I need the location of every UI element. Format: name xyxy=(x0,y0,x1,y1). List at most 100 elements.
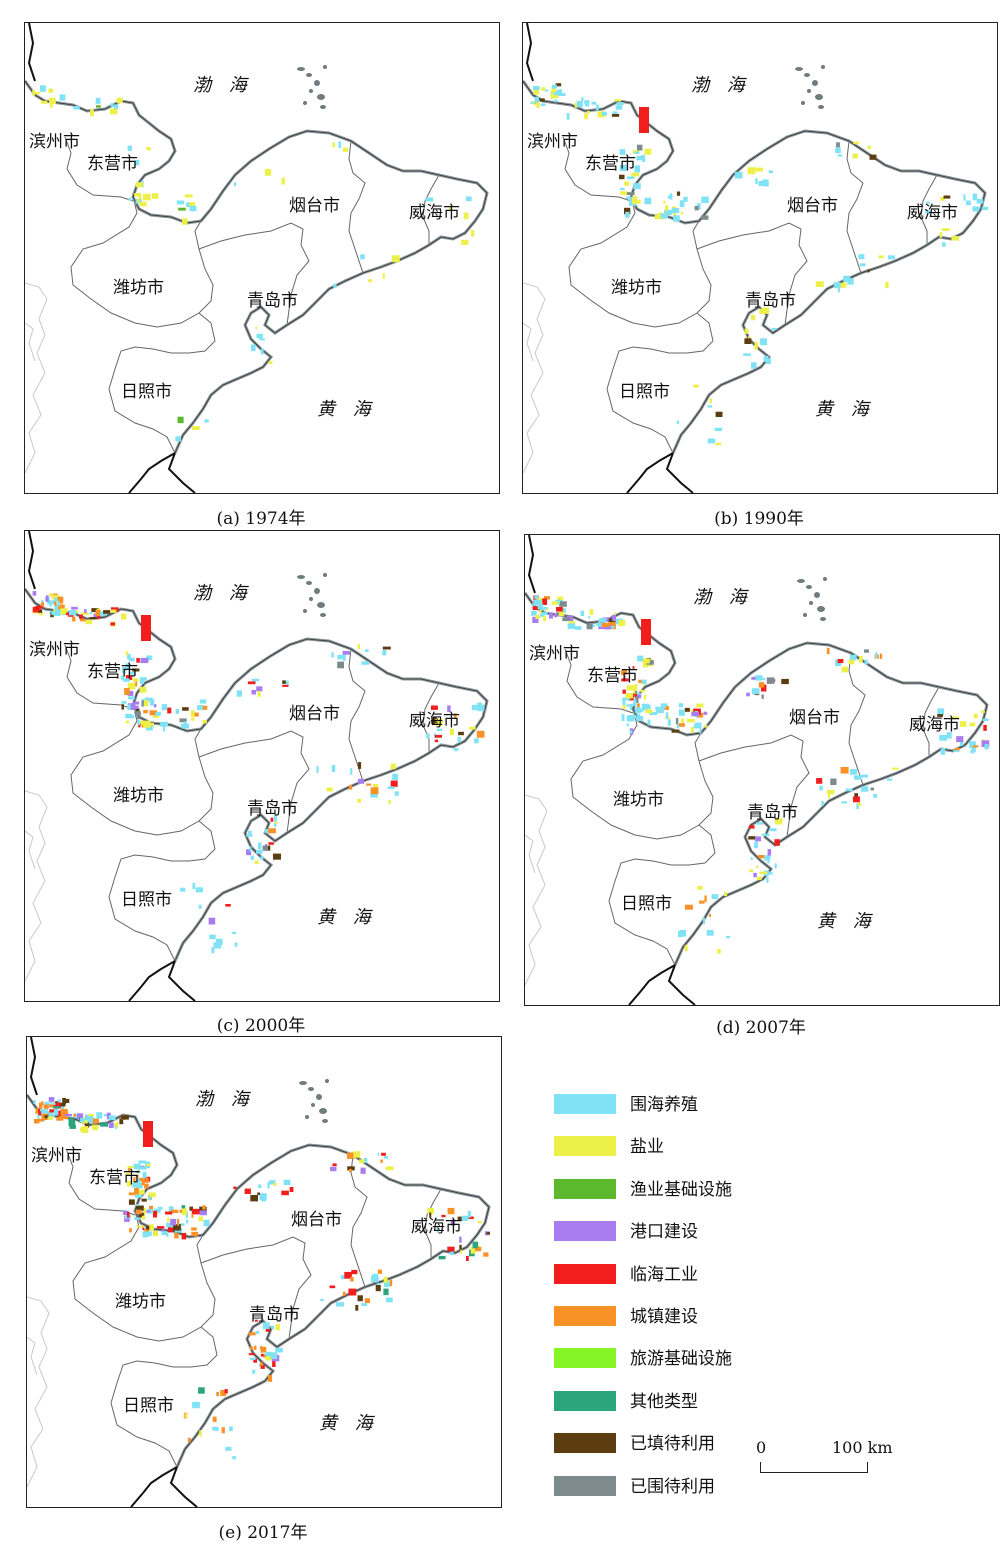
reclamation-patch xyxy=(137,1178,141,1184)
reclamation-patch xyxy=(348,1168,352,1173)
reclamation-patch xyxy=(128,657,135,662)
reclamation-patch xyxy=(40,602,44,607)
reclamation-patch xyxy=(158,1206,163,1210)
sea-label-huanghai: 黄 海 xyxy=(815,399,875,420)
reclamation-patch xyxy=(533,86,540,90)
island xyxy=(297,575,305,579)
reclamation-patch xyxy=(634,684,638,691)
island xyxy=(303,609,307,613)
reclamation-patch xyxy=(144,1183,149,1189)
legend-swatch xyxy=(554,1263,616,1284)
reclamation-patch xyxy=(255,326,258,329)
reclamation-patch xyxy=(457,1216,465,1221)
reclamation-patch xyxy=(45,1111,53,1118)
neighbor-border xyxy=(523,322,534,362)
city-label-binzhou: 滨州市 xyxy=(29,132,80,152)
reclamation-patch xyxy=(541,87,546,91)
reclamation-patch xyxy=(268,828,276,834)
city-label-rizhao: 日照市 xyxy=(621,894,672,914)
reclamation-patch xyxy=(139,201,147,207)
reclamation-patch xyxy=(671,207,680,214)
reclamation-patch xyxy=(551,601,559,605)
city-label-dongying: 东营市 xyxy=(87,662,138,682)
reclamation-patch xyxy=(69,1117,74,1124)
reclamation-patch xyxy=(162,1228,165,1232)
reclamation-patch xyxy=(100,1122,108,1127)
reclamation-patch xyxy=(141,1215,145,1220)
reclamation-patch xyxy=(259,1346,263,1350)
reclamation-patch xyxy=(261,1196,267,1202)
city-label-weifang: 潍坊市 xyxy=(113,786,164,806)
reclamation-patch xyxy=(364,1298,370,1304)
island xyxy=(795,67,803,71)
island xyxy=(809,601,813,605)
reclamation-patch xyxy=(555,83,562,87)
reclamation-patch xyxy=(612,111,618,115)
reclamation-patch xyxy=(771,327,777,330)
city-border xyxy=(198,222,310,326)
reclamation-patch xyxy=(177,1223,185,1226)
reclamation-patch xyxy=(380,1159,383,1163)
reclamation-patch xyxy=(84,1118,92,1123)
panel-caption: (c) 2000年 xyxy=(216,1016,306,1036)
reclamation-patch xyxy=(85,619,93,625)
reclamation-patch xyxy=(602,617,611,622)
reclamation-patch xyxy=(189,205,197,212)
reclamation-patch xyxy=(621,678,629,682)
reclamation-patch xyxy=(557,89,563,96)
reclamation-patch xyxy=(316,766,319,773)
reclamation-patch xyxy=(532,606,538,611)
reclamation-patch xyxy=(89,617,97,620)
reclamation-patch xyxy=(826,647,830,655)
reclamation-patch xyxy=(667,719,671,726)
reclamation-patch xyxy=(637,655,644,662)
reclamation-patch xyxy=(191,1208,200,1215)
reclamation-patch xyxy=(161,1231,167,1236)
reclamation-patch xyxy=(982,718,989,722)
reclamation-patch xyxy=(587,110,590,114)
reclamation-patch xyxy=(662,704,666,709)
scale-zero-label: 0 xyxy=(756,1438,767,1457)
reclamation-patch xyxy=(388,800,391,804)
island xyxy=(314,80,320,86)
reclamation-patch xyxy=(475,1246,482,1252)
reclamation-patch xyxy=(146,725,153,731)
neighbor-border xyxy=(525,794,548,986)
reclamation-patch xyxy=(543,606,548,610)
reclamation-patch xyxy=(954,747,960,751)
reclamation-patch xyxy=(864,659,868,665)
city-border xyxy=(422,682,440,753)
province-border xyxy=(527,535,536,594)
reclamation-patch xyxy=(576,100,583,108)
island xyxy=(316,1094,322,1100)
reclamation-patch xyxy=(441,1214,446,1218)
reclamation-patch xyxy=(260,348,264,355)
reclamation-patch xyxy=(48,1104,56,1108)
reclamation-patch xyxy=(153,704,157,708)
reclamation-patch xyxy=(972,193,978,201)
reclamation-patch xyxy=(48,88,54,93)
reclamation-patch xyxy=(668,195,673,199)
reclamation-patch xyxy=(372,1273,379,1278)
reclamation-patch xyxy=(486,1232,490,1235)
legend-label: 渔业基础设施 xyxy=(630,1179,732,1200)
reclamation-patch xyxy=(634,708,643,713)
reclamation-patch xyxy=(707,405,712,408)
reclamation-patch xyxy=(622,697,630,701)
island xyxy=(309,597,313,601)
reclamation-patch xyxy=(678,703,684,708)
reclamation-patch xyxy=(425,197,434,202)
reclamation-patch xyxy=(251,689,257,695)
reclamation-patch xyxy=(189,1206,193,1211)
reclamation-patch xyxy=(359,1159,365,1164)
reclamation-patch xyxy=(586,623,593,630)
reclamation-patch xyxy=(251,344,256,351)
legend-item: 临海工业 xyxy=(554,1258,974,1300)
city-border xyxy=(64,136,134,202)
reclamation-patch xyxy=(142,1171,147,1179)
reclamation-patch xyxy=(589,609,594,615)
reclamation-patch xyxy=(885,281,889,289)
reclamation-patch xyxy=(60,1112,69,1120)
reclamation-patch xyxy=(749,869,754,873)
reclamation-patch xyxy=(629,730,633,734)
